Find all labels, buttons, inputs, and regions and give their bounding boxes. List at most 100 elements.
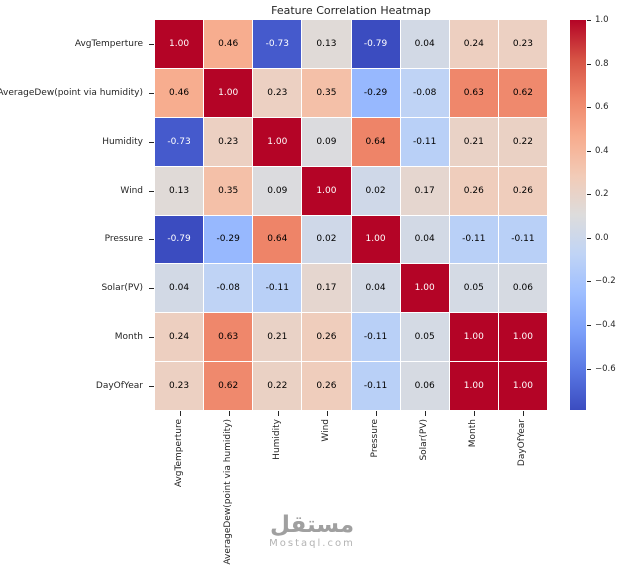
- heatmap-cell: -0.29: [351, 68, 400, 117]
- heatmap-cell: -0.11: [449, 215, 498, 264]
- colorbar-tick-mark: [587, 237, 591, 239]
- heatmap-cell: 0.26: [302, 362, 351, 410]
- heatmap-cell: 0.26: [449, 166, 498, 215]
- y-tick-mark: [149, 288, 154, 290]
- heatmap-cell: 0.09: [253, 166, 302, 215]
- heatmap-cell: -0.29: [204, 215, 253, 264]
- y-tick-mark: [149, 93, 154, 95]
- watermark-arabic-text: مستقل: [269, 512, 355, 538]
- x-axis-labels: AvgTemperture AverageDew(point via humidi…: [155, 410, 547, 565]
- heatmap-cell: -0.11: [498, 215, 547, 264]
- heatmap-cell: -0.79: [351, 20, 400, 68]
- x-tick-mark: [473, 411, 475, 416]
- heatmap-cell: 1.00: [155, 20, 204, 68]
- heatmap-cell: 0.04: [351, 264, 400, 313]
- colorbar-tick-label: 0.6: [595, 102, 609, 113]
- colorbar-tick-label: 0.0: [595, 232, 609, 243]
- heatmap-cell: 0.64: [253, 215, 302, 264]
- y-tick-label: Pressure: [104, 234, 143, 245]
- colorbar-gradient: [570, 20, 586, 410]
- heatmap-cell: 0.17: [302, 264, 351, 313]
- heatmap-cell: 1.00: [302, 166, 351, 215]
- heatmap-cell: 0.06: [400, 362, 449, 410]
- colorbar-tick-mark: [587, 194, 591, 196]
- heatmap-cell: -0.08: [400, 68, 449, 117]
- heatmap-cell: 1.00: [204, 68, 253, 117]
- heatmap-cell: 0.17: [400, 166, 449, 215]
- y-tick-mark: [149, 336, 154, 338]
- x-tick-label: Solar(PV): [419, 419, 429, 461]
- heatmap-cell: 0.64: [351, 117, 400, 166]
- x-tick-label: Month: [468, 419, 478, 448]
- heatmap-cell: 0.02: [302, 215, 351, 264]
- heatmap-cell: 0.23: [498, 20, 547, 68]
- x-tick-mark: [424, 411, 426, 416]
- x-tick-label: DayOfYear: [517, 419, 527, 467]
- colorbar: 1.0 0.8 0.6 0.4 0.2 0.0 −0.2 −0.4 −0.6: [570, 15, 624, 410]
- y-tick-mark: [149, 44, 154, 46]
- x-tick-label: Pressure: [370, 419, 380, 458]
- heatmap-cell: 0.05: [400, 313, 449, 362]
- heatmap-cell: 0.23: [155, 362, 204, 410]
- heatmap-cell: -0.08: [204, 264, 253, 313]
- colorbar-tick-mark: [587, 20, 591, 21]
- heatmap-cell: -0.73: [253, 20, 302, 68]
- heatmap-cell: 0.35: [302, 68, 351, 117]
- y-tick-label: DayOfYear: [95, 380, 143, 391]
- heatmap-cell: 0.21: [449, 117, 498, 166]
- y-tick-mark: [149, 141, 154, 143]
- y-tick-mark: [149, 239, 154, 241]
- heatmap-cell: 0.35: [204, 166, 253, 215]
- heatmap-cell: 0.02: [351, 166, 400, 215]
- heatmap-cell: 0.63: [204, 313, 253, 362]
- heatmap-cell: 1.00: [449, 362, 498, 410]
- y-tick-label: AverageDew(point via humidity): [0, 88, 143, 99]
- heatmap-cell: 0.63: [449, 68, 498, 117]
- watermark-latin-text: Mostaql.com: [269, 538, 355, 549]
- heatmap-cell: 0.23: [253, 68, 302, 117]
- y-tick-mark: [149, 190, 154, 192]
- x-tick-mark: [179, 411, 181, 416]
- heatmap-cell: 0.26: [302, 313, 351, 362]
- heatmap-cell: 0.09: [302, 117, 351, 166]
- x-tick-mark: [326, 411, 328, 416]
- y-tick-mark: [149, 385, 154, 387]
- heatmap-cell: 0.06: [498, 264, 547, 313]
- x-tick-label: AvgTemperture: [174, 419, 184, 488]
- x-tick-mark: [375, 411, 377, 416]
- y-axis-labels: AvgTemperture AverageDew(point via humidi…: [0, 20, 147, 410]
- y-tick-label: Month: [114, 331, 143, 342]
- heatmap-cell: 0.24: [449, 20, 498, 68]
- x-tick-mark: [228, 411, 230, 416]
- colorbar-tick-mark: [587, 107, 591, 109]
- y-tick-label: Wind: [120, 185, 143, 196]
- heatmap-cell: 1.00: [449, 313, 498, 362]
- colorbar-tick-label: −0.6: [595, 363, 616, 374]
- heatmap-cell: 0.04: [400, 20, 449, 68]
- heatmap-cell: 1.00: [253, 117, 302, 166]
- heatmap-cell: 0.23: [204, 117, 253, 166]
- heatmap-cell: 0.46: [155, 68, 204, 117]
- x-tick-label: Humidity: [272, 419, 282, 460]
- colorbar-tick-mark: [587, 150, 591, 152]
- colorbar-tick-label: 1.0: [595, 15, 609, 25]
- watermark: مستقل Mostaql.com: [0, 512, 624, 550]
- colorbar-tick-label: −0.2: [595, 276, 616, 287]
- heatmap-cell: -0.79: [155, 215, 204, 264]
- x-tick-label: Wind: [321, 419, 331, 442]
- colorbar-tick-label: 0.8: [595, 58, 609, 69]
- heatmap-cell: 0.24: [155, 313, 204, 362]
- heatmap-cell: 0.04: [400, 215, 449, 264]
- heatmap-cell: -0.11: [351, 362, 400, 410]
- y-axis-ticks: [149, 20, 154, 410]
- heatmap-cell: 0.22: [253, 362, 302, 410]
- heatmap-cell: -0.11: [351, 313, 400, 362]
- colorbar-tick-mark: [587, 325, 591, 327]
- heatmap-cell: 0.21: [253, 313, 302, 362]
- colorbar-tick-mark: [587, 63, 591, 65]
- heatmap-cell: 0.13: [302, 20, 351, 68]
- heatmap-cell: 0.22: [498, 117, 547, 166]
- heatmap-cell: 1.00: [400, 264, 449, 313]
- colorbar-tick-label: −0.4: [595, 320, 616, 331]
- colorbar-tick-mark: [587, 281, 591, 283]
